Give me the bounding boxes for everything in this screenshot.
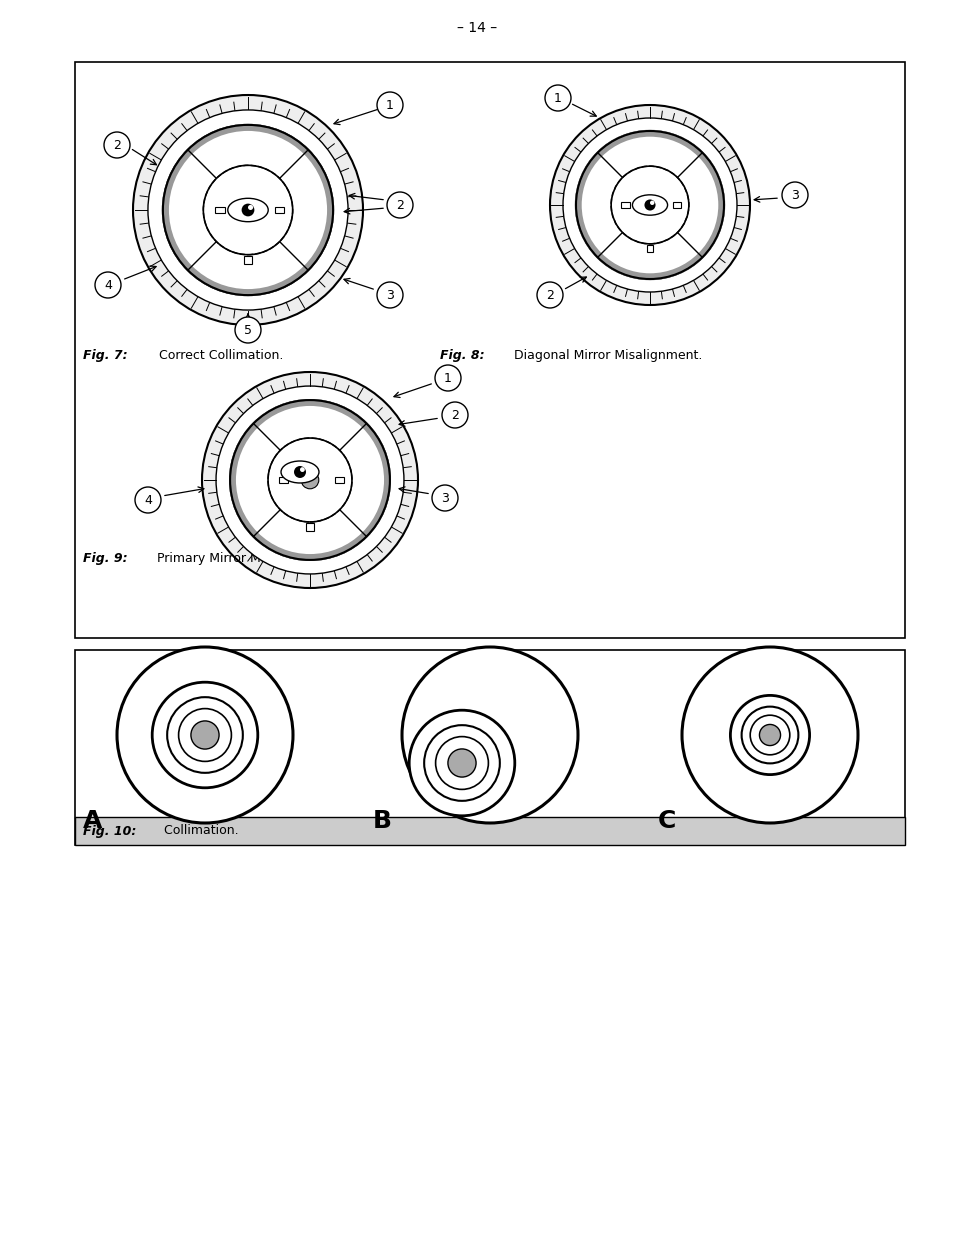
Bar bbox=[75, 650, 904, 845]
Text: Fig. 8:: Fig. 8: bbox=[439, 348, 484, 362]
Circle shape bbox=[435, 366, 460, 391]
Circle shape bbox=[644, 199, 655, 210]
Circle shape bbox=[537, 282, 562, 308]
Text: 4: 4 bbox=[144, 494, 152, 506]
Bar bbox=[335, 477, 344, 483]
Circle shape bbox=[230, 400, 390, 559]
Circle shape bbox=[178, 709, 232, 762]
Text: 2: 2 bbox=[451, 409, 458, 421]
Text: 3: 3 bbox=[790, 189, 798, 201]
Circle shape bbox=[268, 438, 352, 522]
Text: 3: 3 bbox=[386, 289, 394, 301]
Circle shape bbox=[148, 110, 348, 310]
Circle shape bbox=[132, 95, 363, 325]
Circle shape bbox=[544, 85, 571, 111]
Text: – 14 –: – 14 – bbox=[456, 21, 497, 35]
Circle shape bbox=[248, 205, 253, 210]
Circle shape bbox=[241, 204, 254, 216]
Text: Collimation.: Collimation. bbox=[160, 825, 238, 837]
Bar bbox=[306, 524, 314, 531]
Circle shape bbox=[117, 647, 293, 823]
Text: A: A bbox=[83, 809, 102, 832]
Circle shape bbox=[234, 317, 261, 343]
Text: 2: 2 bbox=[545, 289, 554, 301]
Text: 1: 1 bbox=[386, 99, 394, 111]
Wedge shape bbox=[248, 137, 331, 283]
Circle shape bbox=[167, 698, 243, 773]
Circle shape bbox=[202, 372, 417, 588]
Circle shape bbox=[649, 200, 654, 205]
Circle shape bbox=[387, 191, 413, 219]
Circle shape bbox=[203, 165, 293, 254]
Circle shape bbox=[749, 715, 789, 755]
Circle shape bbox=[730, 695, 809, 774]
Text: B: B bbox=[373, 809, 392, 832]
Text: 5: 5 bbox=[244, 324, 252, 336]
Text: 4: 4 bbox=[104, 279, 112, 291]
Circle shape bbox=[409, 710, 515, 816]
Circle shape bbox=[376, 91, 402, 119]
Circle shape bbox=[376, 282, 402, 308]
Text: Correct Collimation.: Correct Collimation. bbox=[154, 348, 283, 362]
Text: Diagonal Mirror Misalignment.: Diagonal Mirror Misalignment. bbox=[510, 348, 701, 362]
Ellipse shape bbox=[228, 199, 268, 222]
Circle shape bbox=[152, 682, 257, 788]
Circle shape bbox=[191, 721, 219, 750]
Text: 2: 2 bbox=[395, 199, 403, 211]
Bar bbox=[75, 62, 904, 638]
Ellipse shape bbox=[632, 195, 667, 215]
Circle shape bbox=[781, 182, 807, 207]
Text: Fig. 7:: Fig. 7: bbox=[83, 348, 128, 362]
Text: 1: 1 bbox=[554, 91, 561, 105]
Bar bbox=[673, 203, 680, 207]
Circle shape bbox=[448, 748, 476, 777]
Ellipse shape bbox=[281, 461, 318, 483]
Circle shape bbox=[294, 466, 306, 478]
Text: 3: 3 bbox=[440, 492, 449, 505]
Circle shape bbox=[562, 119, 737, 291]
Circle shape bbox=[550, 105, 749, 305]
Bar bbox=[278, 477, 288, 483]
Circle shape bbox=[441, 403, 468, 429]
Circle shape bbox=[299, 467, 304, 472]
Circle shape bbox=[641, 196, 658, 214]
Circle shape bbox=[401, 647, 578, 823]
Circle shape bbox=[424, 725, 499, 800]
Circle shape bbox=[740, 706, 798, 763]
Circle shape bbox=[163, 125, 333, 295]
Bar bbox=[620, 203, 629, 207]
Wedge shape bbox=[322, 414, 399, 552]
Text: Fig. 10:: Fig. 10: bbox=[83, 825, 136, 837]
Circle shape bbox=[759, 725, 780, 746]
Circle shape bbox=[238, 200, 257, 220]
Circle shape bbox=[215, 387, 403, 574]
Circle shape bbox=[95, 272, 121, 298]
Bar bbox=[274, 206, 284, 214]
Circle shape bbox=[611, 167, 688, 243]
Text: Fig. 9:: Fig. 9: bbox=[83, 552, 128, 564]
Circle shape bbox=[436, 736, 488, 789]
Text: 2: 2 bbox=[113, 138, 121, 152]
Circle shape bbox=[104, 132, 130, 158]
Bar bbox=[214, 206, 224, 214]
Circle shape bbox=[432, 485, 457, 511]
Text: Primary Mirror Misalignment.: Primary Mirror Misalignment. bbox=[152, 552, 337, 564]
Text: 1: 1 bbox=[443, 372, 452, 384]
Text: C: C bbox=[658, 809, 676, 832]
Wedge shape bbox=[664, 138, 737, 267]
Circle shape bbox=[576, 131, 723, 279]
Bar bbox=[646, 246, 653, 252]
Circle shape bbox=[681, 647, 857, 823]
Circle shape bbox=[135, 487, 161, 513]
Bar bbox=[244, 256, 252, 264]
Circle shape bbox=[301, 472, 318, 489]
Bar bbox=[75, 818, 904, 845]
